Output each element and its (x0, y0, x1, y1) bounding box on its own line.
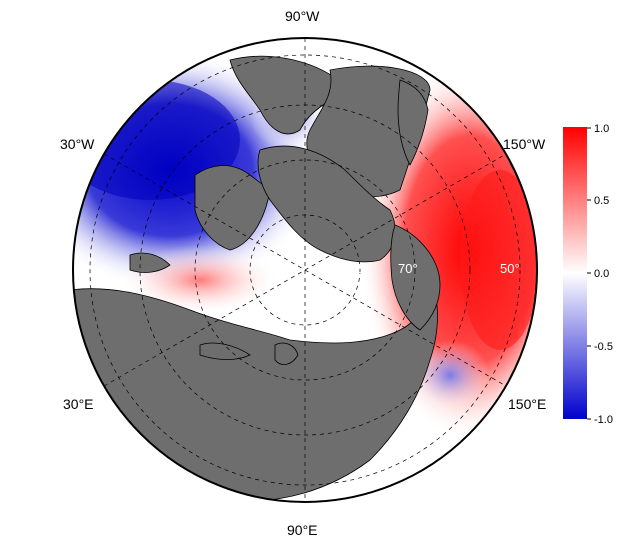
lon-label-bottom: 90°E (287, 522, 318, 538)
land-severnaya-zemlya (274, 342, 299, 365)
lat-label-80: 80° (349, 261, 369, 276)
colorbar-gradient (563, 127, 587, 419)
land-east-siberia (390, 224, 441, 331)
latitude-circle-50 (89, 54, 521, 486)
latitude-circle-70 (194, 159, 416, 381)
colorbar-tick-label: 0.5 (594, 195, 609, 207)
colorbar-tick-label: -0.5 (594, 341, 613, 353)
positive-anomaly-core (460, 170, 537, 350)
lat-label-70: 70° (398, 261, 418, 276)
lon-label-top: 90°W (285, 8, 320, 24)
map-border (72, 37, 538, 503)
land-arctic-archipelago (257, 145, 396, 263)
colorbar: 1.0 0.5 0.0 -0.5 -1.0 (563, 123, 613, 426)
lon-label-upper-left: 30°W (60, 136, 95, 152)
colorbar-tick-label: 1.0 (594, 123, 609, 135)
land-novaya-zemlya (199, 342, 251, 360)
land-north-america-north (229, 55, 351, 135)
colorbar-tick-marks (587, 127, 591, 420)
land-greenland (194, 165, 271, 251)
map-disc (73, 38, 537, 502)
lon-label-lower-left: 30°E (63, 396, 94, 412)
colorbar-tick-label: -1.0 (594, 414, 613, 426)
meridian-30e-150w (103, 153, 507, 387)
colorbar-tick-label: 0.0 (594, 268, 609, 280)
land-alaska (397, 79, 429, 166)
lon-label-lower-right: 150°E (508, 396, 547, 412)
graticule (89, 38, 521, 502)
lon-label-upper-right: 150°W (503, 136, 546, 152)
lat-label-50: 50° (500, 261, 520, 276)
